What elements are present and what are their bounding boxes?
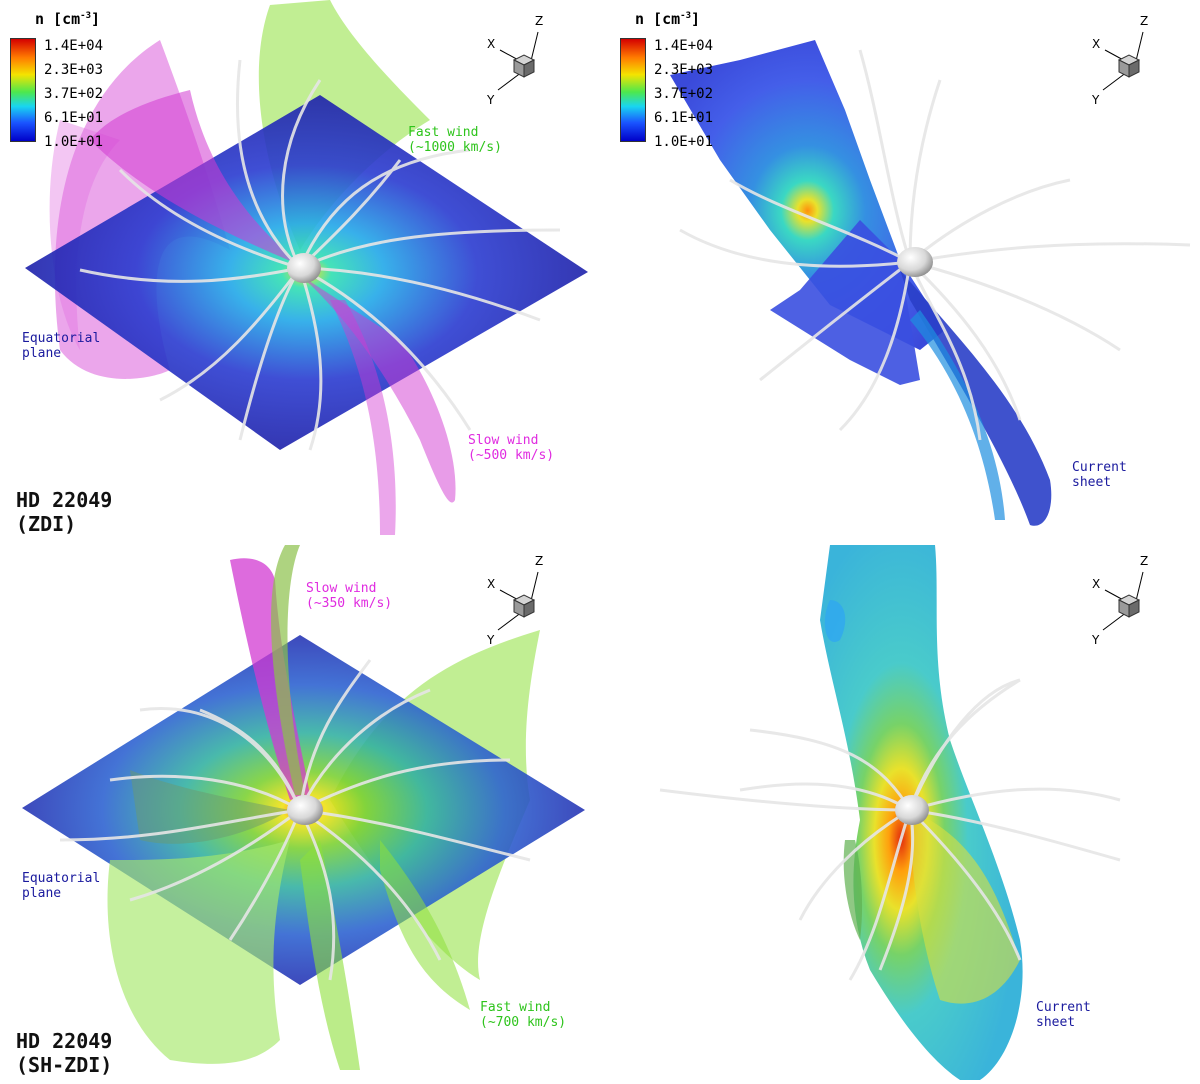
fast-wind-label: Fast wind (~1000 km/s): [408, 125, 502, 155]
panel-bottom-right: Z X Y Current sheet: [600, 540, 1200, 1084]
axis-y-label: Y: [487, 633, 495, 647]
star-label: HD 22049 (ZDI): [16, 488, 113, 536]
colorbar-tick: 2.3E+03: [654, 62, 714, 78]
axis-x-label: X: [487, 37, 496, 51]
axis-y-label: Y: [1092, 93, 1100, 107]
current-sheet-visualization-zdi: [670, 40, 1191, 526]
equatorial-plane-label: Equatorial plane: [22, 331, 101, 361]
colorbar-tick: 6.1E+01: [44, 110, 104, 126]
panel-top-left: n [cm-3] 1.4E+04 2.3E+03 3.7E+02 6.1E+01…: [0, 0, 600, 540]
current-sheet-label: Current sheet: [1072, 460, 1127, 490]
colorbar-gradient: [620, 38, 646, 142]
axis-triad: Z X Y: [1085, 550, 1165, 647]
axis-x-label: X: [487, 577, 496, 591]
axis-triad: Z X Y: [1085, 10, 1165, 107]
colorbar-tick: 1.0E+01: [654, 134, 714, 150]
colorbar-tick: 6.1E+01: [654, 110, 714, 126]
panel-bottom-left: Z X Y Slow wind (~350 km/s) Equatorial p…: [0, 540, 600, 1084]
axis-z-label: Z: [535, 554, 544, 568]
colorbar-tick: 2.3E+03: [44, 62, 104, 78]
wind-visualization-zdi: [25, 0, 588, 535]
axis-z-label: Z: [1140, 554, 1149, 568]
axis-triad: Z X Y: [480, 550, 560, 647]
equatorial-plane-label: Equatorial plane: [22, 871, 101, 901]
colorbar-title: n [cm-3]: [635, 10, 701, 28]
axis-x-label: X: [1092, 37, 1101, 51]
axis-y-label: Y: [487, 93, 495, 107]
colorbar-tick: 3.7E+02: [654, 86, 714, 102]
current-sheet-label: Current sheet: [1036, 1000, 1091, 1030]
panel-top-right: n [cm-3] 1.4E+04 2.3E+03 3.7E+02 6.1E+01…: [600, 0, 1200, 540]
axis-triad: Z X Y: [480, 10, 560, 107]
axis-y-label: Y: [1092, 633, 1100, 647]
star-label: HD 22049 (SH-ZDI): [16, 1029, 113, 1077]
colorbar-tick: 3.7E+02: [44, 86, 104, 102]
colorbar-tick: 1.0E+01: [44, 134, 104, 150]
axis-z-label: Z: [535, 14, 544, 28]
axis-cube-icon: [497, 571, 539, 631]
axis-cube-icon: [1102, 571, 1144, 631]
colorbar-title: n [cm-3]: [35, 10, 101, 28]
slow-wind-label: Slow wind (~500 km/s): [468, 433, 555, 463]
axis-cube-icon: [1102, 31, 1144, 91]
colorbar-gradient: [10, 38, 36, 142]
fast-wind-label: Fast wind (~700 km/s): [480, 1000, 567, 1030]
wind-visualization-sh-zdi: [22, 545, 585, 1070]
axis-z-label: Z: [1140, 14, 1149, 28]
colorbar-tick: 1.4E+04: [654, 38, 714, 54]
axis-cube-icon: [497, 31, 539, 91]
current-sheet-visualization-sh-zdi: [659, 545, 1121, 1080]
axis-x-label: X: [1092, 577, 1101, 591]
slow-wind-label: Slow wind (~350 km/s): [306, 581, 393, 611]
colorbar-tick: 1.4E+04: [44, 38, 104, 54]
